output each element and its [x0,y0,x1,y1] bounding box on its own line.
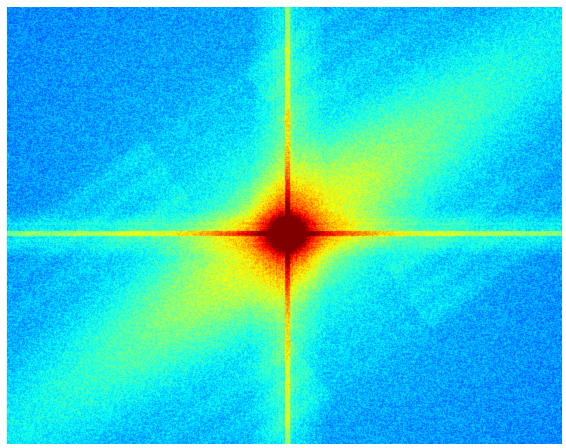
fourier-spectrum-image [7,7,562,444]
